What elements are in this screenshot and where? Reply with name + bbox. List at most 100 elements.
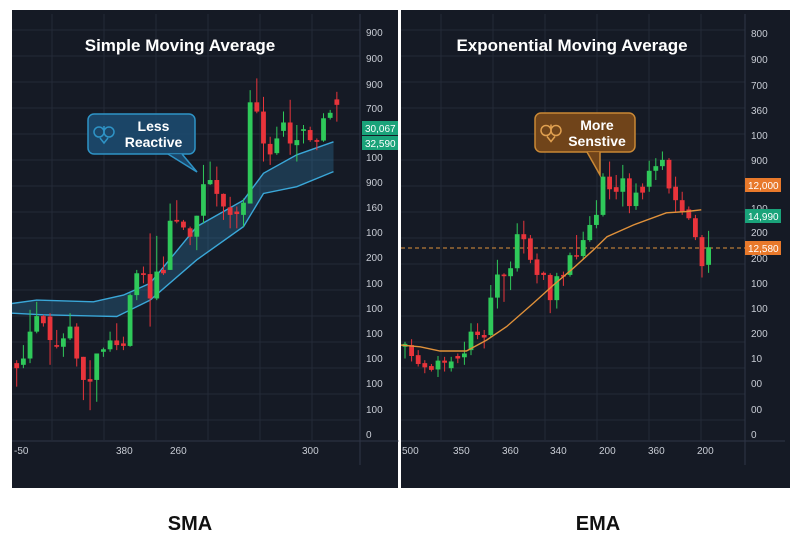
price-badge-bg [362, 121, 398, 135]
candle [567, 252, 573, 277]
candle-body [254, 102, 260, 112]
y-axis-tick-label: 900 [366, 80, 383, 91]
candle-body [20, 358, 26, 365]
candle-body [600, 176, 606, 215]
candle-body [227, 207, 233, 215]
y-axis-tick-label: 0 [751, 430, 757, 441]
candle-body [127, 295, 133, 346]
candle [481, 329, 487, 349]
candle-body [167, 220, 173, 270]
callout-box [87, 113, 196, 155]
candle-body [627, 178, 632, 207]
candle-body [281, 122, 286, 131]
y-axis-tick-label: 100 [366, 405, 383, 416]
candle-body [234, 211, 240, 215]
price-badge-text: 12,580 [748, 244, 779, 255]
candle-body [321, 118, 326, 141]
candle [60, 333, 66, 357]
y-axis-tick-label: 100 [366, 153, 383, 164]
x-axis-tick-label: 340 [550, 446, 567, 457]
candle [227, 196, 233, 229]
y-axis-tick-label: 700 [366, 104, 383, 115]
candle-body [673, 186, 678, 201]
candle-body [334, 99, 340, 105]
candle-body [534, 259, 540, 275]
candle-body [114, 340, 120, 346]
candle [488, 285, 494, 337]
candle [574, 235, 579, 260]
candle-body [607, 176, 612, 190]
candle [121, 336, 126, 351]
candle-body [301, 129, 306, 131]
candle-body [528, 238, 533, 260]
candle-body [554, 276, 560, 301]
candle-body [67, 326, 73, 339]
x-axis-tick-label: 260 [170, 446, 187, 457]
candle [587, 216, 593, 242]
candle-body [693, 218, 698, 238]
candle-body [508, 268, 513, 277]
candle-body [541, 272, 546, 275]
y-axis-tick-label: 900 [366, 28, 383, 39]
y-axis-tick-label: 0 [366, 430, 372, 441]
candle-body [294, 140, 300, 146]
candle-body [613, 187, 619, 192]
candle-body [201, 184, 206, 216]
y-axis-tick-label: 900 [751, 156, 768, 167]
candle [94, 353, 100, 402]
price-badge: 14,990 [745, 209, 781, 223]
sma-plot: 900 900 900 700 100 900 160 100 200 100 100 100 100 1… [11, 14, 400, 465]
candle-body [409, 345, 414, 356]
candle-body [34, 316, 40, 332]
candle [267, 136, 273, 165]
ema-plot: 8009007003601009001002002001001002001000… [400, 14, 785, 465]
candle [254, 78, 260, 114]
callout-pointer [586, 151, 601, 178]
candle [154, 235, 160, 301]
price-badge-bg [745, 241, 781, 255]
candle [495, 259, 500, 309]
candle [594, 200, 599, 229]
y-axis-tick-label: 200 [366, 253, 383, 264]
candle-body [181, 221, 186, 228]
price-badge-text: 30,067 [365, 124, 396, 135]
ornament-lobe [103, 126, 115, 138]
candle [234, 206, 240, 229]
callout-line2: Senstive [568, 133, 626, 149]
y-axis-tick-label: 800 [751, 29, 768, 40]
candle [47, 313, 53, 365]
candle-body [267, 143, 273, 155]
candle [501, 273, 507, 302]
candle-body [422, 363, 428, 368]
candle-body [207, 180, 213, 185]
candle-body [699, 237, 705, 267]
candle [167, 203, 173, 270]
ema-chart-title: Exponential Moving Average [456, 36, 688, 55]
candle [281, 111, 286, 137]
candle [101, 347, 106, 357]
candle [600, 173, 606, 217]
ema-line [400, 209, 702, 352]
candle [287, 99, 293, 155]
candle-body [241, 202, 246, 215]
candle-body [587, 224, 593, 241]
x-axis-tick-label: 300 [302, 446, 319, 457]
price-badge-text: 32,590 [365, 139, 396, 150]
sma-band-fill [12, 141, 334, 317]
ema-label: EMA [575, 513, 621, 535]
candle-body [134, 273, 140, 296]
candle-body [287, 122, 293, 144]
candle [87, 360, 93, 411]
y-axis-tick-label: 900 [366, 54, 383, 65]
candle [74, 323, 80, 367]
candle [666, 158, 672, 194]
candle [693, 214, 698, 241]
x-axis-tick-label: 360 [648, 446, 665, 457]
price-badge-bg [362, 136, 398, 150]
price-badge-bg [745, 178, 781, 192]
candle [673, 176, 678, 212]
candle [580, 231, 586, 260]
sma-band-lower-line [11, 170, 334, 318]
